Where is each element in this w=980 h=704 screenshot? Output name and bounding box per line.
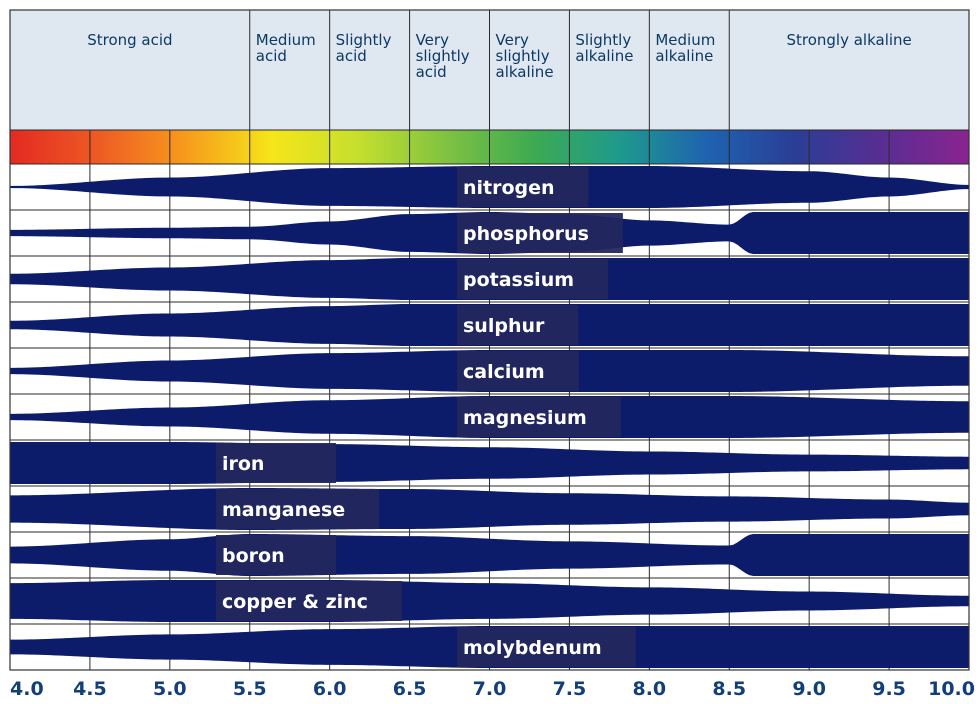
nutrient-label: boron [222,545,285,567]
ph-category-label: Medium acid [256,31,316,65]
nutrient-label: magnesium [463,407,587,429]
x-tick-label: 8.0 [632,678,666,700]
nutrient-label-plate [216,581,402,621]
nutrient-label-plate [457,213,623,253]
ph-category-label: Very slightly acid [416,31,470,81]
ph-category-label: Very slightly alkaline [496,31,554,81]
x-tick-label: 4.0 [10,678,44,700]
x-tick-label: 5.0 [153,678,187,700]
nutrient-label: potassium [463,269,574,291]
ph-category-label: Medium alkaline [655,31,715,65]
nutrient-label: phosphorus [463,223,589,245]
x-tick-label: 6.5 [393,678,427,700]
nutrient-label: calcium [463,361,545,383]
nutrient-label-plate [216,443,336,483]
nutrient-label-plate [457,397,621,437]
nutrient-label: nitrogen [463,177,555,199]
nutrient-label-plate [216,535,336,575]
x-tick-label: 7.0 [473,678,507,700]
x-tick-label: 10.0 [928,678,975,700]
nutrient-labels: nitrogen phosphorus potassium sulphur calciu… [216,167,636,667]
x-tick-label: 8.5 [712,678,746,700]
nutrient-label: molybdenum [463,637,602,659]
nutrient-label-plate [457,627,636,667]
ph-category-label: Strongly alkaline [786,31,911,49]
chart-frame [9,9,970,671]
nutrient-band [10,580,969,622]
nutrient-label-plate [216,489,380,529]
ph-category-label: Slightly acid [336,31,392,65]
nutrient-label-plate [457,259,609,299]
x-tick-label: 5.5 [233,678,267,700]
ph-category-label: Slightly alkaline [575,31,633,65]
nutrient-label: sulphur [463,315,545,337]
x-tick-label: 7.5 [553,678,587,700]
nutrient-label-plate [457,351,579,391]
x-tick-label: 6.0 [313,678,347,700]
nutrient-label-plate [457,305,579,345]
x-tick-label: 9.5 [872,678,906,700]
x-tick-label: 9.0 [792,678,826,700]
ph-category-label: Strong acid [87,31,172,49]
x-tick-labels: 4.0 4.5 5.0 5.5 6.0 6.5 7.0 7.5 8.0 8.5 9.0 9.5 10.0 [10,678,975,700]
nutrient-band [10,442,969,484]
x-tick-label: 4.5 [73,678,107,700]
ph-category-labels: Strong acid Medium acid Slightly acid Very sli… [87,31,912,81]
nutrient-label-plate [457,167,589,207]
nutrient-band [10,534,969,576]
nutrient-label: manganese [222,499,345,521]
nutrient-label: copper & zinc [222,591,368,613]
nutrient-label: iron [222,453,264,475]
nutrient-band [10,488,969,530]
